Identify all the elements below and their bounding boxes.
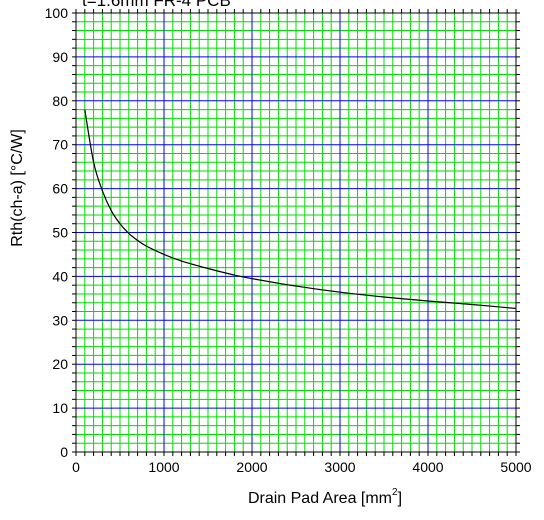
x-axis-label-main: Drain Pad Area [mm <box>248 490 392 507</box>
x-tick-label: 1000 <box>148 459 179 475</box>
y-tick-label: 80 <box>52 93 68 109</box>
series-curve <box>84 109 517 310</box>
x-tick-label: 5000 <box>500 459 531 475</box>
y-tick-label: 90 <box>52 49 68 65</box>
x-axis-label: Drain Pad Area [mm2] <box>248 487 402 507</box>
y-tick-label: 10 <box>52 400 68 416</box>
y-tick-label: 100 <box>45 5 69 21</box>
x-tick-label: 3000 <box>324 459 355 475</box>
y-tick-label: 70 <box>52 137 68 153</box>
x-tick-label: 0 <box>72 459 80 475</box>
y-tick-label: 40 <box>52 268 68 284</box>
x-tick-label: 2000 <box>236 459 267 475</box>
y-tick-label: 30 <box>52 312 68 328</box>
y-tick-label: 60 <box>52 181 68 197</box>
x-axis-label-superscript: 2 <box>392 487 398 498</box>
y-tick-labels: 0 10 20 30 40 50 60 70 80 90 100 <box>45 5 69 460</box>
x-tick-label: 4000 <box>412 459 443 475</box>
x-tick-labels: 0 1000 2000 3000 4000 5000 <box>72 459 532 475</box>
minor-tick-marks <box>72 9 520 456</box>
x-axis-label-end: ] <box>398 490 402 507</box>
y-tick-label: 50 <box>52 225 68 241</box>
y-tick-label: 20 <box>52 356 68 372</box>
y-tick-label: 0 <box>60 444 68 460</box>
y-axis-label: Rth(ch-a) [°C/W] <box>9 129 26 247</box>
chart-title: t=1.6mm FR-4 PCB <box>82 0 231 10</box>
